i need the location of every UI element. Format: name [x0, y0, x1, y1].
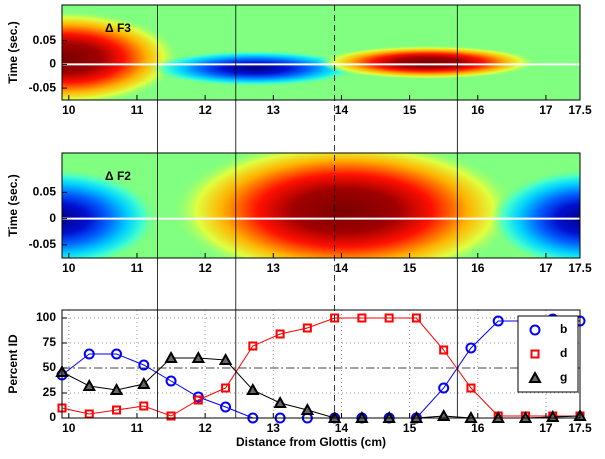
x-tick-label: 10 [62, 103, 76, 117]
x-tick-label: 15 [403, 421, 417, 435]
marker [166, 411, 176, 421]
x-tick-label: 12 [198, 421, 212, 435]
x-tick-label: 11 [131, 261, 144, 275]
marker [218, 352, 233, 365]
marker [137, 376, 151, 389]
marker [302, 323, 312, 333]
marker [330, 313, 340, 323]
marker [530, 349, 540, 359]
marker [275, 329, 285, 339]
y-tick-label: 0.05 [33, 33, 57, 47]
plot-frame [61, 152, 581, 259]
y-tick-label: 0 [49, 211, 56, 225]
x-tick-label: 16 [471, 261, 485, 275]
x-tick-label: 14 [335, 421, 349, 435]
marker [384, 313, 394, 323]
marker [83, 348, 95, 360]
y-axis-label: Time (sec.) [6, 174, 20, 236]
y-tick-label: 0 [49, 57, 56, 71]
x-tick-label: 10 [62, 421, 76, 435]
marker [221, 383, 231, 393]
series-line [61, 317, 580, 417]
x-tick-label: 15 [403, 103, 417, 117]
marker [546, 409, 560, 422]
x-tick-label: 11 [131, 103, 144, 117]
marker [465, 342, 477, 354]
legend [517, 315, 579, 393]
x-tick-label: 14 [335, 103, 349, 117]
marker [246, 382, 260, 395]
y-axis-label: Percent ID [6, 334, 20, 394]
marker [164, 350, 178, 363]
y-tick-label: 100 [36, 310, 56, 324]
y-axis-label: Time (sec.) [6, 21, 20, 83]
x-tick-label: 11 [131, 421, 144, 435]
x-tick-label: 16 [471, 421, 485, 435]
annotation: Δ F2 [105, 169, 131, 183]
x-tick-label: 17.5 [568, 261, 592, 275]
marker [82, 378, 96, 391]
marker [528, 370, 542, 383]
marker [357, 313, 367, 323]
marker [300, 402, 315, 415]
x-tick-label: 13 [267, 103, 281, 117]
x-tick-label: 13 [267, 421, 281, 435]
x-tick-label: 17 [539, 421, 553, 435]
plot-frame [61, 4, 581, 101]
legend-label: b [560, 322, 567, 336]
plot-frame [61, 309, 581, 419]
x-tick-label: 14 [335, 261, 349, 275]
marker [111, 348, 123, 360]
x-tick-label: 16 [471, 103, 485, 117]
marker [436, 408, 451, 421]
marker [138, 359, 150, 371]
marker [109, 382, 124, 395]
x-tick-label: 17.5 [568, 421, 592, 435]
legend-label: d [560, 346, 567, 360]
marker [466, 383, 476, 393]
heatmap-f3 [62, 5, 580, 100]
heatmap-f2 [62, 153, 580, 258]
y-tick-label: -0.05 [29, 237, 57, 251]
x-tick-label: 12 [198, 261, 212, 275]
x-tick-label: 15 [403, 261, 417, 275]
marker [191, 350, 206, 363]
marker [248, 341, 258, 351]
annotation: Δ F3 [105, 21, 131, 35]
marker [112, 405, 122, 415]
marker [193, 395, 203, 405]
marker [273, 395, 287, 408]
y-tick-label: 0 [49, 410, 56, 424]
legend-label: g [560, 370, 567, 384]
x-tick-label: 12 [198, 103, 212, 117]
y-tick-label: -0.05 [29, 80, 57, 94]
marker [165, 375, 177, 387]
marker [411, 313, 421, 323]
marker [439, 345, 449, 355]
x-tick-label: 10 [62, 261, 76, 275]
y-tick-label: 25 [43, 385, 57, 399]
marker [139, 401, 149, 411]
y-tick-label: 75 [43, 335, 57, 349]
x-axis-label: Distance from Glottis (cm) [236, 435, 386, 449]
y-tick-label: 0.05 [33, 185, 57, 199]
x-tick-label: 17.5 [568, 103, 592, 117]
x-tick-label: 17 [539, 103, 553, 117]
marker [438, 382, 450, 394]
y-tick-label: 50 [43, 360, 57, 374]
marker [220, 401, 232, 413]
marker [492, 315, 504, 327]
x-tick-label: 17 [539, 261, 553, 275]
x-tick-label: 13 [267, 261, 281, 275]
marker [529, 324, 541, 336]
